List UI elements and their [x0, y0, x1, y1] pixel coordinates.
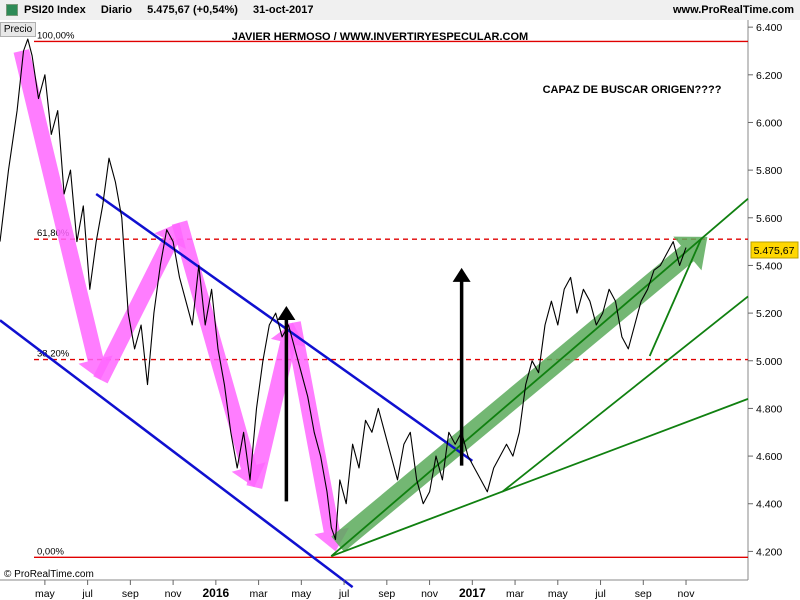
support-line	[330, 198, 749, 557]
fib-level-label: 38,20%	[37, 349, 70, 360]
instrument-info: PSI20 Index Diario 5.475,67 (+0,54%) 31-…	[24, 4, 326, 16]
y-tick-label: 6.400	[756, 22, 782, 34]
x-tick-label: may	[548, 588, 569, 600]
copyright-label: © ProRealTime.com	[4, 569, 94, 580]
y-tick-label: 4.400	[756, 499, 782, 511]
chart-annotation: CAPAZ DE BUSCAR ORIGEN????	[543, 84, 722, 96]
fib-level-label: 0,00%	[37, 546, 64, 557]
x-axis-ticks: may jul sep nov 2016 mar may jul sep nov 2017 mar ma…	[35, 580, 695, 600]
site-label: www.ProRealTime.com	[672, 4, 794, 16]
support-line	[501, 295, 749, 493]
price-line	[0, 38, 687, 541]
fib-level-label: 61,80%	[37, 228, 70, 239]
x-tick-label: sep	[122, 588, 139, 600]
y-axis-area	[748, 20, 800, 580]
support-line	[330, 398, 749, 558]
x-tick-label: nov	[421, 588, 439, 600]
x-tick-label: sep	[635, 588, 652, 600]
chart-header: PSI20 Index Diario 5.475,67 (+0,54%) 31-…	[0, 0, 800, 21]
x-tick-label: jul	[338, 588, 350, 600]
x-tick-label: may	[35, 588, 56, 600]
vertical-arrow-head	[452, 267, 471, 282]
zigzag-arrow	[13, 49, 113, 380]
y-tick-label: 5.200	[756, 308, 782, 320]
x-tick-label: 2016	[202, 586, 229, 600]
x-tick-label: 2017	[459, 586, 486, 600]
x-tick-label: nov	[165, 588, 183, 600]
y-tick-label: 5.600	[756, 213, 782, 225]
y-tick-label: 4.800	[756, 403, 782, 415]
y-tick-label: 5.800	[756, 165, 782, 177]
vertical-arrow-head	[277, 305, 296, 320]
y-tick-label: 5.000	[756, 356, 782, 368]
date-label: 31-oct-2017	[252, 4, 314, 16]
x-tick-label: mar	[250, 588, 269, 600]
y-tick-label: 4.200	[756, 546, 782, 558]
last-price-badge	[750, 241, 799, 259]
x-tick-label: jul	[81, 588, 93, 600]
channel-line	[0, 319, 354, 589]
y-tick-label: 6.200	[756, 70, 782, 82]
last-value-label: 5.475,67 (+0,54%)	[147, 4, 238, 16]
fib-level-label: 100,00%	[37, 30, 75, 41]
x-tick-label: sep	[378, 588, 395, 600]
trend-lines	[0, 192, 749, 589]
vertical-arrows	[277, 267, 471, 502]
channel-line	[95, 192, 474, 462]
price-panel-tab[interactable]: Precio	[0, 22, 36, 37]
symbol-label: PSI20 Index	[24, 4, 86, 16]
zigzag-arrow	[93, 222, 186, 384]
y-tick-label: 6.000	[756, 117, 782, 129]
y-tick-label: 5.400	[756, 260, 782, 272]
last-price-label: 5.475,67	[754, 245, 795, 257]
x-tick-label: may	[291, 588, 312, 600]
zigzag-arrow	[246, 322, 306, 489]
instrument-checkbox-icon[interactable]	[6, 4, 18, 16]
support-line	[648, 238, 702, 357]
y-tick-label: 4.600	[756, 451, 782, 463]
y-axis-ticks: 4.200 4.400 4.600 4.800 5.000 5.200 5.400 5.600…	[748, 22, 782, 558]
period-label: Diario	[100, 4, 133, 16]
fibonacci-levels: 100,00% 61,80% 38,20% 0,00%	[34, 30, 748, 559]
zigzag-arrow	[284, 321, 349, 552]
x-tick-label: mar	[506, 588, 525, 600]
chart-title: JAVIER HERMOSO / WWW.INVERTIRYESPECULAR.…	[232, 31, 528, 43]
x-tick-label: jul	[594, 588, 606, 600]
price-series	[0, 38, 687, 541]
x-tick-label: nov	[678, 588, 696, 600]
